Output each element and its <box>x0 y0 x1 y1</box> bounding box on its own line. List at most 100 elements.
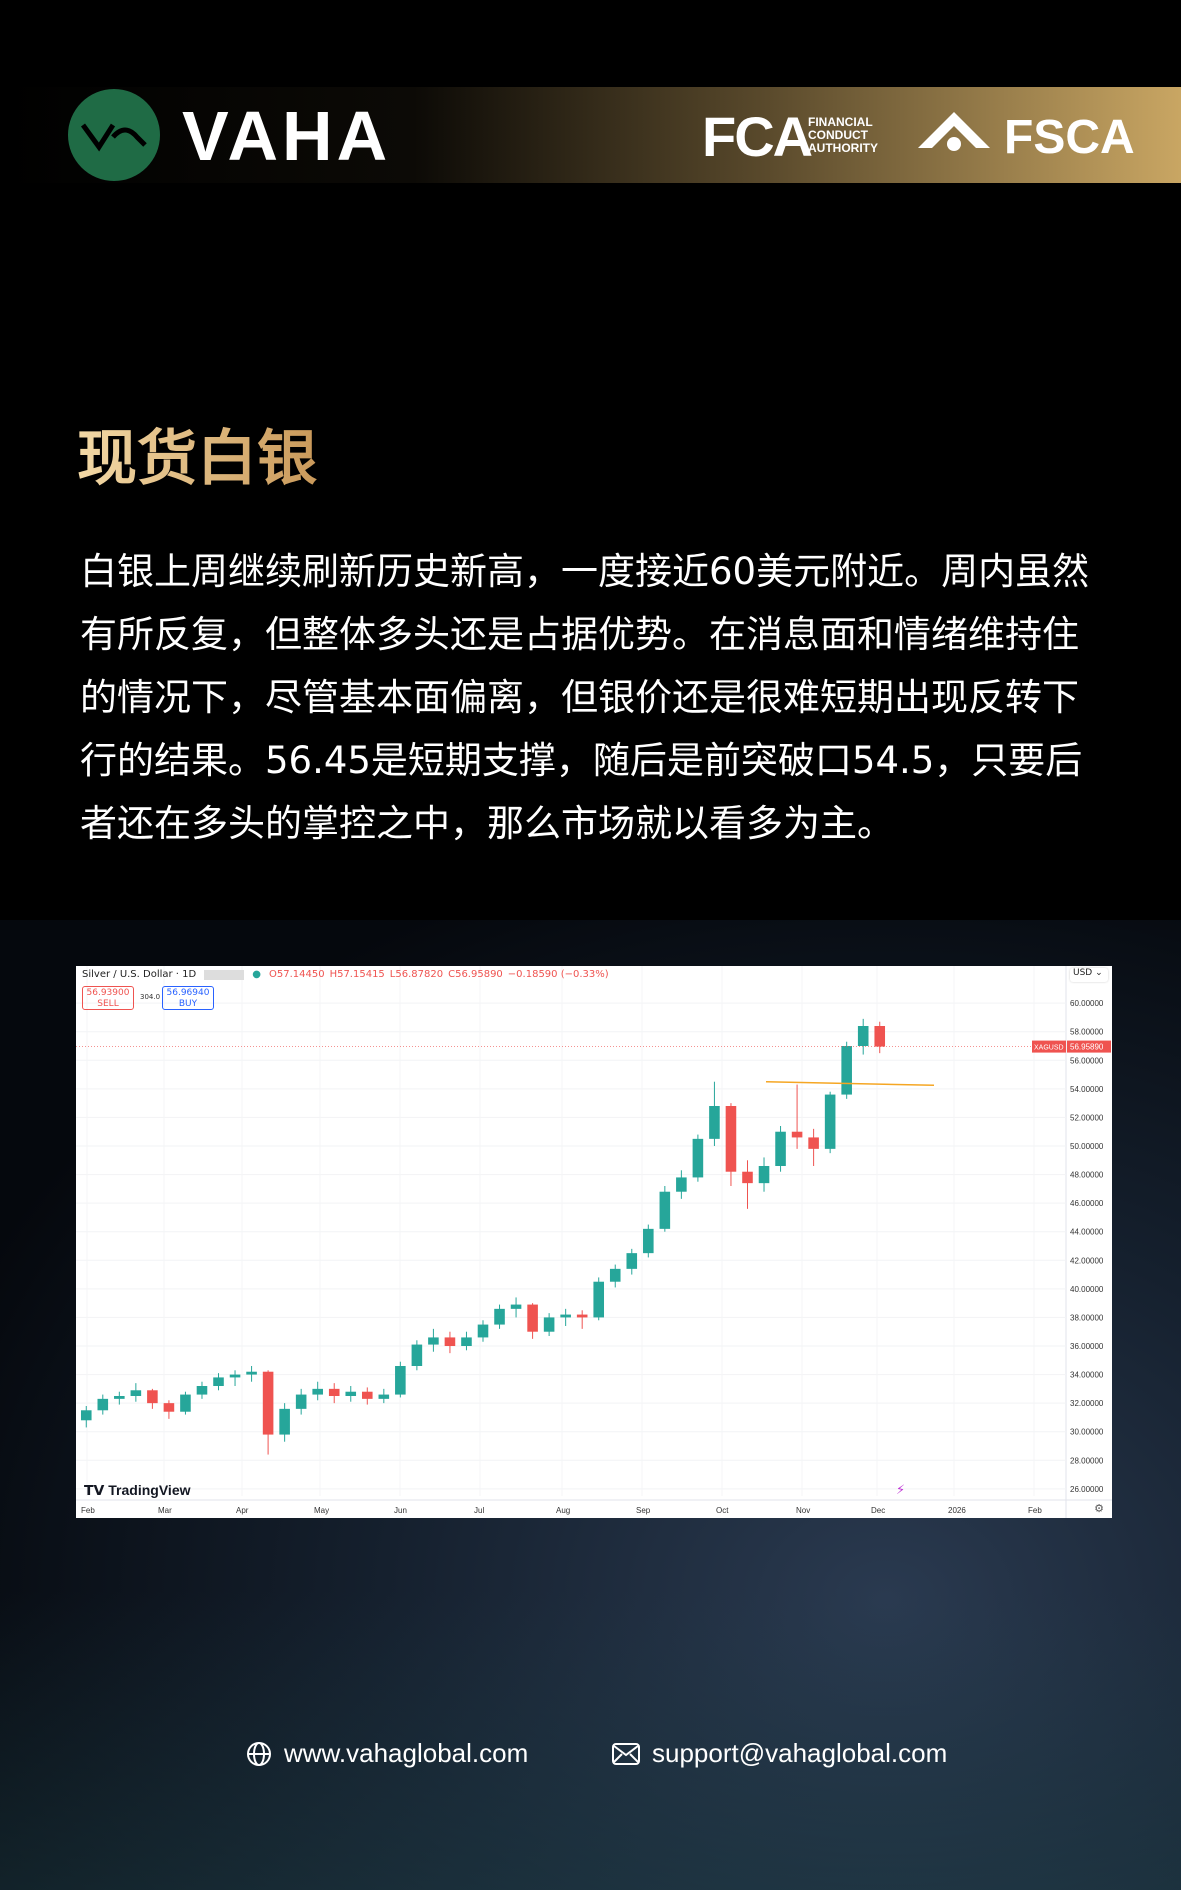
buy-button[interactable]: 56.96940 BUY <box>162 986 214 1010</box>
candle-body <box>80 1410 92 1421</box>
candle-body <box>841 1046 852 1095</box>
candle-body <box>874 1026 886 1047</box>
fsca-logo: FSCA <box>1004 111 1135 164</box>
x-tick-label: Jun <box>394 1506 407 1515</box>
analysis-paragraph: 白银上周继续刷新历史新高，一度接近60美元附近。周内虽然有所反复，但整体多头还是… <box>80 550 1090 845</box>
y-tick-label: 44.00000 <box>1070 1228 1104 1237</box>
vaha-logo-icon <box>68 89 160 181</box>
candle-body <box>295 1394 307 1409</box>
candle-body <box>775 1131 786 1166</box>
resistance-line <box>765 1080 935 1087</box>
lightning-icon[interactable]: ⚡ <box>896 1483 906 1498</box>
x-tick-label: Mar <box>158 1506 172 1515</box>
candle-body <box>791 1131 803 1138</box>
market-open-dot-icon: ● <box>252 969 261 980</box>
currency-select[interactable]: USD ⌄ <box>1070 968 1108 982</box>
candle-body <box>576 1314 588 1318</box>
candle-body <box>659 1191 671 1229</box>
y-tick-label: 32.00000 <box>1070 1399 1104 1408</box>
candle-body <box>361 1391 373 1399</box>
x-tick-label: Oct <box>716 1506 729 1515</box>
candle-body <box>411 1344 423 1366</box>
candle-body <box>428 1337 439 1345</box>
candle-body <box>163 1403 175 1412</box>
fca-subtitle: FINANCIAL CONDUCT AUTHORITY <box>808 115 878 155</box>
fsca-logo-icon <box>918 112 990 151</box>
y-tick-label: 56.00000 <box>1070 1056 1104 1065</box>
x-tick-label: Dec <box>871 1506 885 1515</box>
website-text[interactable]: www.vahaglobal.com <box>284 1738 529 1768</box>
y-tick-label: 36.00000 <box>1070 1342 1104 1351</box>
candle-body <box>395 1366 406 1395</box>
candle-body <box>328 1388 340 1396</box>
globe-icon <box>247 1741 271 1766</box>
fca-logo: FCA <box>702 105 813 168</box>
x-tick-label: 2026 <box>948 1506 966 1515</box>
y-tick-label: 40.00000 <box>1070 1285 1104 1294</box>
x-tick-label: Apr <box>236 1506 249 1515</box>
last-price-label: 56.95890 <box>1070 1043 1104 1052</box>
candle-body <box>643 1228 654 1254</box>
symbol-label[interactable]: Silver / U.S. Dollar · 1D <box>82 969 197 980</box>
tradingview-chart[interactable]: 60.00000 58.00000 56.00000 54.00000 52.00000… <box>76 966 1112 1518</box>
mail-icon <box>612 1742 640 1765</box>
candle-body <box>229 1374 241 1378</box>
candle-body <box>494 1308 505 1325</box>
y-tick-label: 34.00000 <box>1070 1371 1104 1380</box>
candle-body <box>147 1390 158 1404</box>
y-tick-label: 42.00000 <box>1070 1256 1104 1265</box>
candle-body <box>279 1408 290 1435</box>
candle-body <box>510 1304 522 1309</box>
y-tick-label: 38.00000 <box>1070 1313 1104 1322</box>
candle-body <box>246 1371 257 1375</box>
candle-body <box>312 1388 323 1395</box>
y-tick-label: 28.00000 <box>1070 1456 1104 1465</box>
x-tick-label: Nov <box>796 1506 810 1515</box>
y-tick-label: 58.00000 <box>1070 1028 1104 1037</box>
candle-body <box>213 1377 224 1386</box>
candle-body <box>345 1391 357 1396</box>
x-tick-label: Aug <box>556 1506 570 1515</box>
candle-body <box>97 1398 109 1411</box>
candlestick-chart: 60.00000 58.00000 56.00000 54.00000 52.00000… <box>76 966 1112 1518</box>
x-tick-label: Jul <box>474 1506 484 1515</box>
candle-body <box>444 1337 456 1346</box>
y-tick-label: 54.00000 <box>1070 1085 1104 1094</box>
candle-body <box>824 1094 836 1149</box>
blurred-field <box>204 969 245 980</box>
candle-body <box>692 1138 704 1178</box>
y-tick-label: 50.00000 <box>1070 1142 1104 1151</box>
candle-body <box>609 1268 621 1282</box>
tradingview-logo: 𝗧𝗩 TradingView <box>84 1482 191 1498</box>
candle-body <box>180 1394 191 1412</box>
candle-body <box>758 1166 770 1184</box>
brand-name: VAHA <box>182 97 392 175</box>
sell-button[interactable]: 56.93900 SELL <box>82 986 134 1010</box>
y-tick-label: 48.00000 <box>1070 1171 1104 1180</box>
header-band <box>0 87 1181 183</box>
page-title: 现货白银 <box>77 410 317 497</box>
candle-body <box>593 1281 605 1318</box>
y-tick-label: 52.00000 <box>1070 1113 1104 1122</box>
candle-body <box>709 1106 720 1139</box>
candle-body <box>725 1106 737 1172</box>
email-link[interactable]: support@vahaglobal.com <box>612 1738 947 1769</box>
candle-body <box>130 1390 142 1396</box>
x-tick-label: Feb <box>81 1506 95 1515</box>
candle-body <box>262 1371 274 1435</box>
email-text[interactable]: support@vahaglobal.com <box>652 1738 948 1768</box>
candle-body <box>676 1177 687 1192</box>
x-tick-label: May <box>314 1506 329 1515</box>
candle-body <box>461 1337 472 1346</box>
candle-body <box>477 1324 489 1338</box>
candle-body <box>378 1394 390 1399</box>
ohlc-readout: O57.14450 H57.15415 L56.87820 C56.95890 −0.1… <box>268 969 609 980</box>
candle-body <box>857 1026 869 1046</box>
settings-icon[interactable]: ⚙ <box>1094 1502 1104 1515</box>
x-tick-label: Feb <box>1028 1506 1042 1515</box>
candle-body <box>742 1171 753 1184</box>
website-link[interactable]: www.vahaglobal.com <box>246 1738 528 1769</box>
y-tick-label: 60.00000 <box>1070 999 1104 1008</box>
candle-body <box>114 1396 125 1399</box>
candle-body <box>543 1317 555 1332</box>
